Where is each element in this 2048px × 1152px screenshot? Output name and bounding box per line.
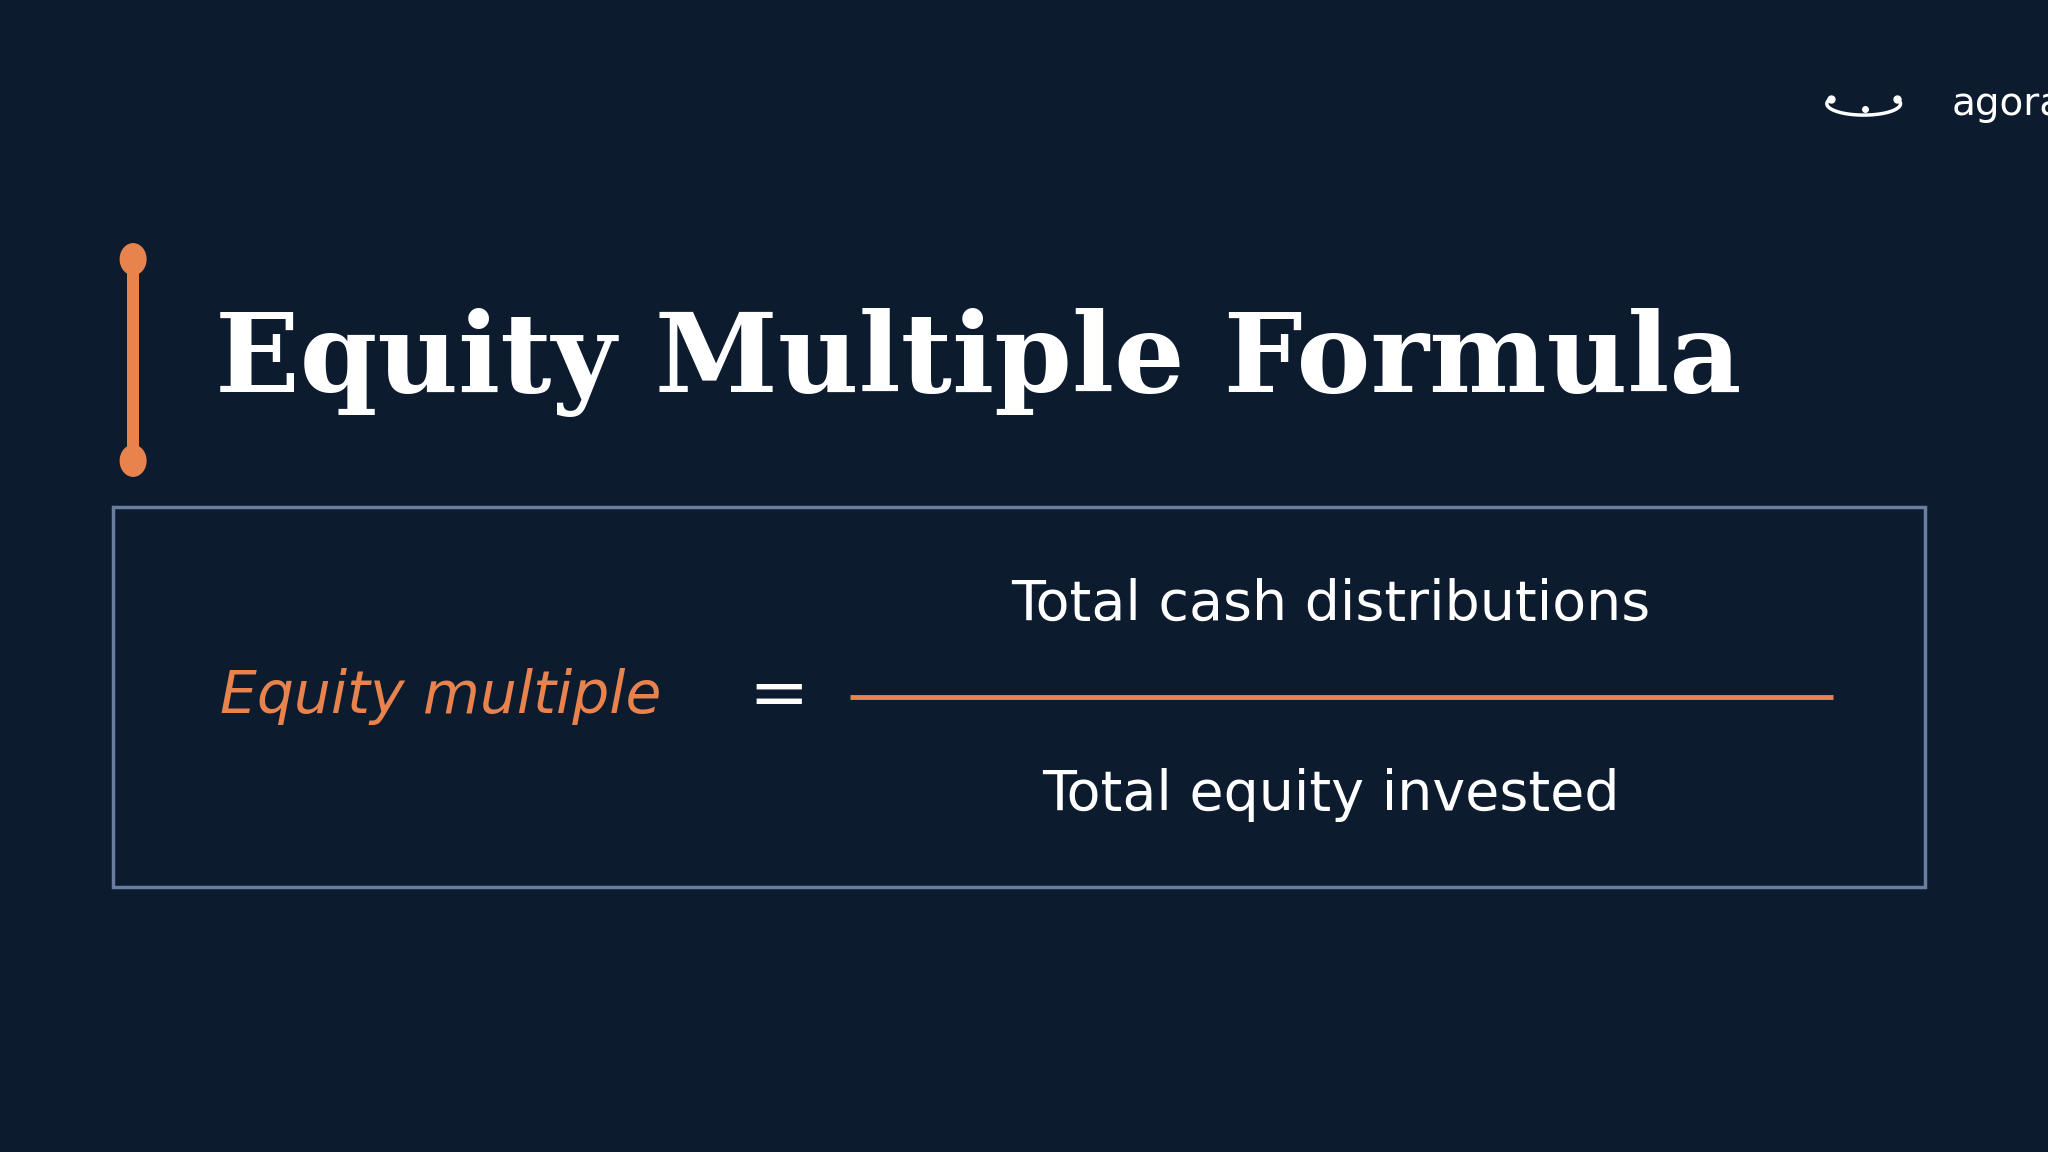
Ellipse shape [119,243,147,275]
Bar [113,507,1925,887]
Text: Total equity invested: Total equity invested [1042,768,1620,821]
Bar [127,259,139,461]
Text: agora: agora [1952,85,2048,122]
Text: Equity Multiple Formula: Equity Multiple Formula [215,309,1741,417]
Text: Equity multiple: Equity multiple [219,668,662,726]
Text: =: = [748,662,809,732]
Ellipse shape [119,445,147,477]
Text: Total cash distributions: Total cash distributions [1012,578,1651,631]
